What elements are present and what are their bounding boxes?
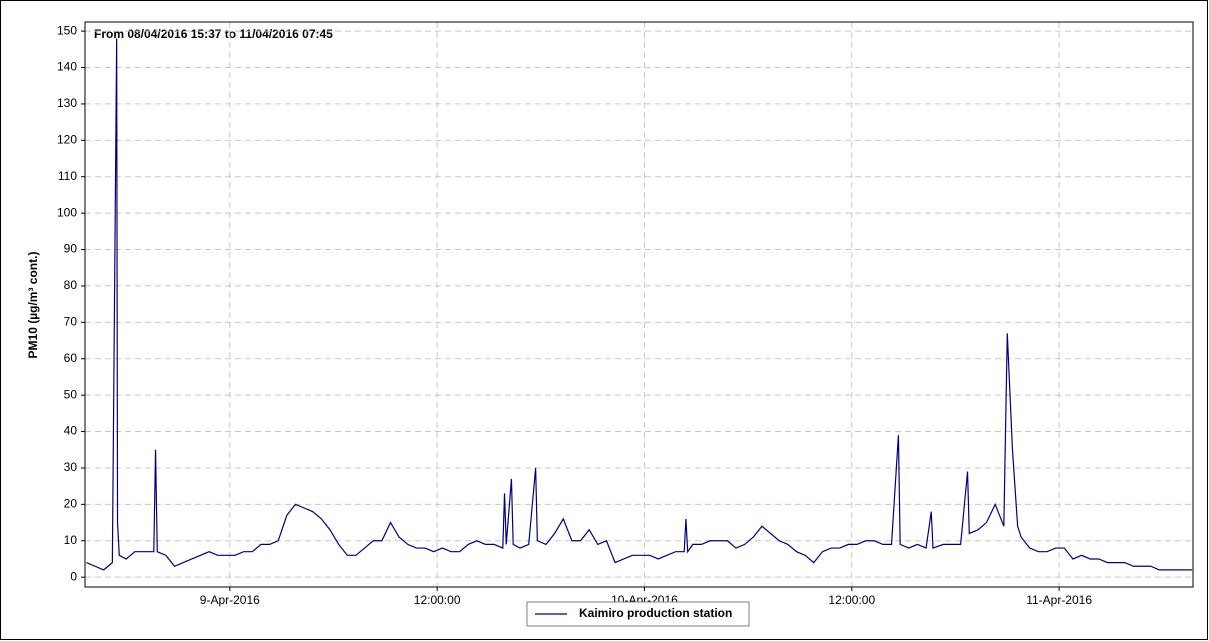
legend-label: Kaimiro production station	[579, 606, 732, 620]
y-tick-label: 60	[64, 351, 78, 365]
y-tick-label: 70	[64, 315, 78, 329]
y-tick-label: 40	[64, 424, 78, 438]
x-tick-label: 9-Apr-2016	[200, 593, 260, 607]
y-axis-label: PM10 (µg/m³ cont.)	[26, 252, 40, 359]
y-tick-label: 80	[64, 278, 78, 292]
chart-title: From 08/04/2016 15:37 to 11/04/2016 07:4…	[94, 27, 333, 41]
y-tick-label: 50	[64, 387, 78, 401]
y-tick-label: 30	[64, 460, 78, 474]
plot-area	[84, 21, 1194, 588]
y-tick-label: 110	[58, 169, 77, 183]
y-tick-label: 130	[57, 96, 77, 110]
y-tick-label: 140	[57, 60, 77, 74]
x-tick-label: 12:00:00	[828, 593, 875, 607]
y-tick-label: 90	[64, 242, 78, 256]
y-tick-label: 150	[57, 23, 77, 37]
y-tick-label: 0	[70, 569, 77, 583]
y-tick-label: 20	[64, 497, 78, 511]
x-tick-label: 12:00:00	[414, 593, 461, 607]
y-tick-label: 10	[64, 533, 78, 547]
y-tick-label: 100	[57, 205, 77, 219]
x-tick-label: 11-Apr-2016	[1026, 593, 1092, 607]
y-tick-label: 120	[57, 132, 77, 146]
data-line	[86, 38, 1193, 571]
